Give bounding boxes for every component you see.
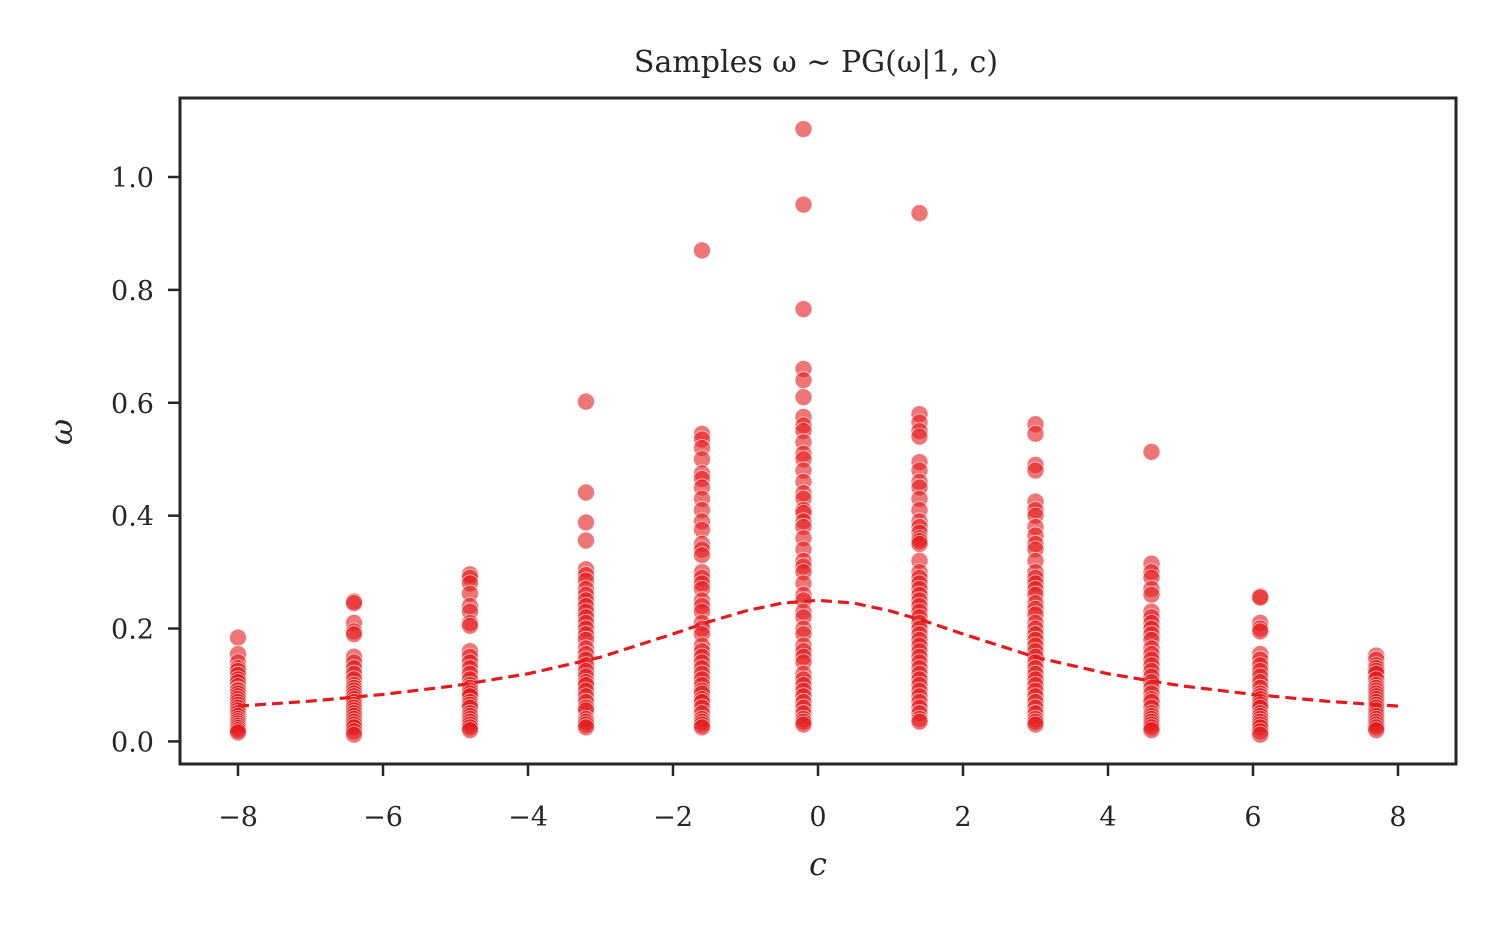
x-tick-label: −4 <box>508 802 548 833</box>
y-tick-label: 0.0 <box>111 727 154 758</box>
scatter-point <box>345 625 363 644</box>
scatter-point <box>345 594 363 613</box>
x-tick-label: −6 <box>363 802 403 833</box>
x-tick-label: −8 <box>218 802 258 833</box>
data-marks <box>229 120 1399 744</box>
scatter-point <box>577 392 595 411</box>
x-tick-label: −2 <box>653 802 693 833</box>
scatter-point <box>577 483 595 502</box>
scatter-point <box>577 718 595 737</box>
scatter-point <box>693 718 711 737</box>
x-axis-title: c <box>809 845 827 883</box>
scatter-point <box>1251 588 1270 607</box>
scatter-point <box>1251 725 1270 744</box>
y-tick-label: 0.8 <box>111 276 154 307</box>
scatter-point <box>794 120 813 138</box>
x-tick-label: 0 <box>809 802 826 833</box>
scatter-point <box>910 534 929 553</box>
scatter-point <box>461 721 479 740</box>
y-tick-label: 0.2 <box>111 615 154 646</box>
scatter-point <box>910 204 929 223</box>
scatter-point <box>1026 715 1045 734</box>
scatter-point <box>1142 585 1161 604</box>
scatter-point <box>910 427 929 446</box>
x-tick-label: 8 <box>1389 802 1406 833</box>
scatter-point <box>1026 424 1045 443</box>
x-tick-label: 2 <box>954 802 971 833</box>
scatter-point <box>693 546 711 565</box>
scatter-point <box>1251 622 1270 641</box>
scatter-point <box>1367 721 1386 740</box>
y-tick-label: 0.6 <box>111 389 154 420</box>
scatter-point <box>577 513 595 532</box>
scatter-point <box>345 725 363 744</box>
chart-title: Samples ω ∼ PG(ω|1, c) <box>634 45 998 80</box>
scatter-point <box>461 616 479 635</box>
scatter-point <box>794 715 813 734</box>
dashed-mean-line <box>237 598 1399 708</box>
scatter-point <box>229 723 247 742</box>
scatter-point <box>794 371 813 390</box>
scatter-point <box>229 628 247 647</box>
scatter-point <box>577 531 595 550</box>
scatter-point <box>1142 442 1161 461</box>
scatter-point <box>794 195 813 214</box>
scatter-point <box>910 712 929 731</box>
scatter-point <box>1026 461 1045 480</box>
y-tick-label: 0.4 <box>111 502 154 533</box>
x-tick-label: 6 <box>1244 802 1261 833</box>
scatter-point <box>794 300 813 318</box>
axes: −8 −6 −4 −2 0 2 4 6 8 0.0 0.2 0.4 0.6 0.8 1.0 <box>111 163 1407 833</box>
scatter-point <box>1142 721 1161 740</box>
scatter-point <box>794 388 813 407</box>
y-tick-label: 1.0 <box>111 163 154 194</box>
x-tick-label: 4 <box>1099 802 1116 833</box>
y-axis-title: ω <box>42 419 80 445</box>
scatter-point <box>693 241 711 260</box>
